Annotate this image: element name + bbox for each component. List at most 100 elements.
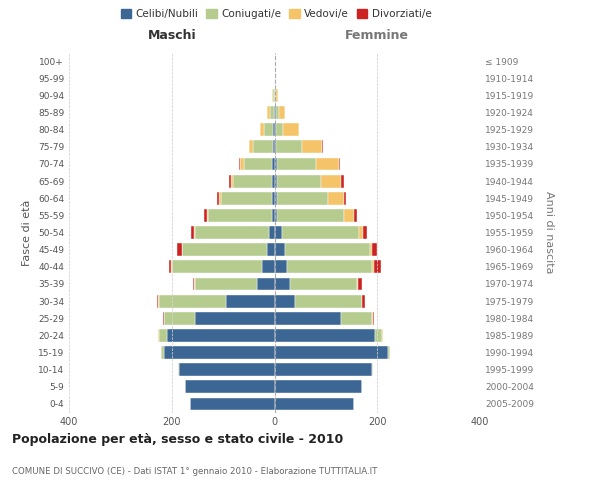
Bar bbox=[250, 140, 253, 153]
Bar bbox=[206, 209, 208, 222]
Bar bbox=[277, 209, 344, 222]
Bar bbox=[195, 278, 257, 290]
Bar bbox=[341, 174, 344, 188]
Bar bbox=[358, 278, 362, 290]
Bar bbox=[163, 312, 164, 324]
Bar bbox=[204, 209, 206, 222]
Text: Popolazione per età, sesso e stato civile - 2010: Popolazione per età, sesso e stato civil… bbox=[12, 432, 343, 446]
Bar bbox=[275, 398, 354, 410]
Bar bbox=[339, 158, 340, 170]
Bar bbox=[275, 158, 277, 170]
Bar bbox=[373, 312, 374, 324]
Bar bbox=[273, 89, 275, 102]
Bar bbox=[208, 209, 272, 222]
Bar bbox=[272, 158, 275, 170]
Bar bbox=[275, 346, 388, 359]
Bar bbox=[260, 123, 264, 136]
Bar bbox=[372, 363, 373, 376]
Bar bbox=[274, 123, 275, 136]
Bar bbox=[253, 140, 273, 153]
Bar bbox=[190, 398, 275, 410]
Bar bbox=[233, 174, 272, 188]
Bar bbox=[257, 278, 275, 290]
Bar bbox=[372, 243, 377, 256]
Legend: Celibi/Nubili, Coniugati/e, Vedovi/e, Divorziati/e: Celibi/Nubili, Coniugati/e, Vedovi/e, Di… bbox=[116, 5, 436, 24]
Bar bbox=[316, 158, 339, 170]
Bar bbox=[221, 192, 272, 204]
Bar bbox=[267, 243, 275, 256]
Bar bbox=[269, 226, 275, 239]
Bar bbox=[285, 243, 370, 256]
Bar bbox=[275, 329, 374, 342]
Bar bbox=[275, 363, 372, 376]
Bar bbox=[287, 260, 372, 273]
Bar bbox=[159, 329, 167, 342]
Bar bbox=[264, 123, 274, 136]
Bar bbox=[268, 106, 270, 119]
Bar bbox=[193, 278, 194, 290]
Bar bbox=[364, 226, 367, 239]
Bar bbox=[372, 260, 374, 273]
Bar bbox=[275, 278, 290, 290]
Bar bbox=[275, 209, 277, 222]
Bar bbox=[277, 192, 328, 204]
Bar bbox=[157, 294, 158, 308]
Bar bbox=[321, 174, 341, 188]
Bar bbox=[275, 192, 277, 204]
Bar bbox=[185, 380, 275, 393]
Bar bbox=[194, 226, 195, 239]
Bar bbox=[270, 106, 274, 119]
Bar bbox=[229, 174, 231, 188]
Bar bbox=[388, 346, 390, 359]
Bar bbox=[164, 346, 275, 359]
Bar bbox=[273, 140, 275, 153]
Bar bbox=[277, 174, 321, 188]
Bar bbox=[272, 89, 273, 102]
Bar bbox=[275, 174, 277, 188]
Bar bbox=[244, 158, 272, 170]
Bar bbox=[341, 312, 372, 324]
Bar bbox=[272, 174, 275, 188]
Bar bbox=[275, 243, 285, 256]
Bar bbox=[275, 260, 287, 273]
Bar bbox=[344, 192, 346, 204]
Text: COMUNE DI SUCCIVO (CE) - Dati ISTAT 1° gennaio 2010 - Elaborazione TUTTITALIA.IT: COMUNE DI SUCCIVO (CE) - Dati ISTAT 1° g… bbox=[12, 468, 377, 476]
Bar bbox=[217, 192, 219, 204]
Bar bbox=[272, 209, 275, 222]
Bar bbox=[359, 226, 364, 239]
Bar bbox=[290, 278, 357, 290]
Bar bbox=[178, 243, 182, 256]
Bar bbox=[195, 312, 275, 324]
Bar bbox=[277, 158, 316, 170]
Bar bbox=[159, 294, 226, 308]
Bar bbox=[167, 329, 275, 342]
Bar bbox=[182, 243, 267, 256]
Bar bbox=[262, 260, 275, 273]
Y-axis label: Anni di nascita: Anni di nascita bbox=[544, 191, 554, 274]
Bar bbox=[275, 226, 282, 239]
Bar bbox=[275, 89, 278, 102]
Y-axis label: Fasce di età: Fasce di età bbox=[22, 200, 32, 266]
Bar bbox=[172, 260, 262, 273]
Bar bbox=[164, 312, 195, 324]
Bar bbox=[219, 192, 221, 204]
Bar bbox=[276, 140, 302, 153]
Bar bbox=[272, 192, 275, 204]
Bar bbox=[328, 192, 344, 204]
Bar bbox=[161, 346, 164, 359]
Bar bbox=[356, 278, 358, 290]
Bar bbox=[191, 226, 194, 239]
Bar bbox=[275, 380, 362, 393]
Bar bbox=[344, 209, 354, 222]
Bar bbox=[169, 260, 171, 273]
Text: Maschi: Maschi bbox=[148, 29, 196, 42]
Bar bbox=[374, 260, 382, 273]
Bar bbox=[283, 123, 299, 136]
Bar bbox=[278, 106, 285, 119]
Bar bbox=[275, 294, 295, 308]
Bar bbox=[282, 226, 359, 239]
Bar bbox=[275, 106, 278, 119]
Bar bbox=[179, 363, 275, 376]
Bar bbox=[275, 140, 276, 153]
Bar bbox=[275, 312, 341, 324]
